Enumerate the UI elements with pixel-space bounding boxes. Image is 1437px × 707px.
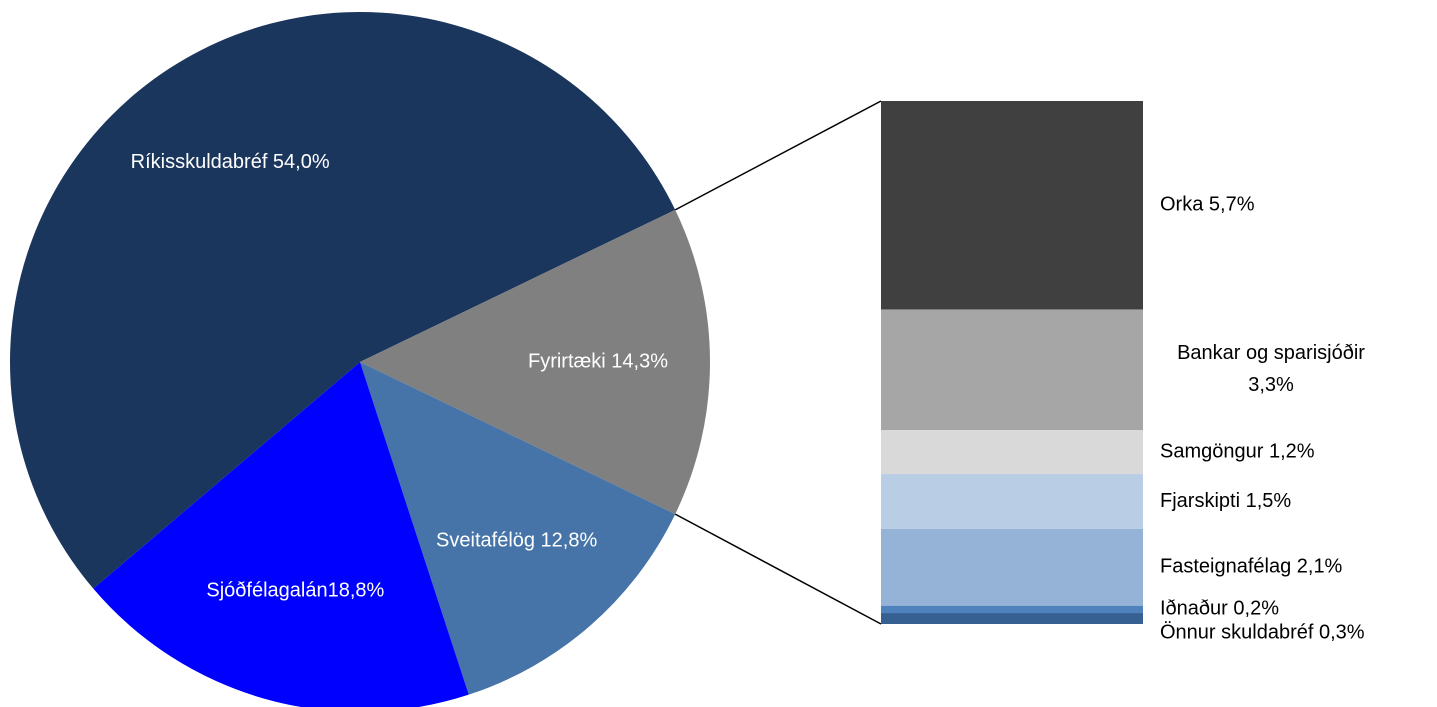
- data-label: Sveitafélög 12,8%: [436, 529, 597, 551]
- data-label: Sjóðfélagalán18,8%: [206, 579, 384, 601]
- pie-slice: [360, 362, 676, 695]
- bar-segment: [881, 430, 1143, 475]
- data-label: Orka 5,7%: [1160, 194, 1255, 216]
- bar-segment: [881, 474, 1143, 529]
- data-label: Fjarskipti 1,5%: [1160, 490, 1291, 512]
- bar-segment: [881, 101, 1143, 310]
- data-label: Ríkisskuldabréf 54,0%: [131, 151, 330, 173]
- connector: [674, 513, 882, 625]
- bar-segment: [881, 528, 1143, 606]
- bar-segment: [881, 613, 1143, 624]
- data-label: Fyrirtæki 14,3%: [528, 350, 668, 372]
- data-label: Bankar og sparisjóðir 3,3%: [1177, 342, 1365, 396]
- connector: [674, 100, 882, 211]
- bar-segment: [881, 309, 1143, 431]
- data-label: Samgöngur 1,2%: [1160, 440, 1315, 462]
- data-label: Önnur skuldabréf 0,3%: [1160, 622, 1365, 644]
- pie-slice: [10, 12, 676, 589]
- pie-slice: [93, 362, 469, 707]
- data-label: Fasteignafélag 2,1%: [1160, 556, 1343, 578]
- bar-segment: [881, 605, 1143, 614]
- data-label: Iðnaður 0,2%: [1160, 598, 1279, 620]
- pie-slice: [360, 209, 710, 515]
